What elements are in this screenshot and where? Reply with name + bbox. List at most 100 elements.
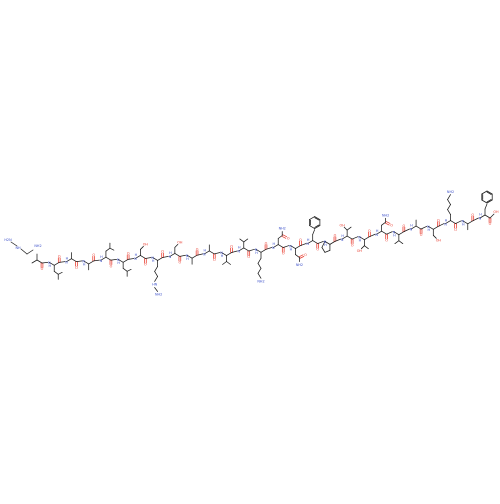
amide-nitrogen-label: N [427, 225, 430, 229]
backbone-bond [203, 250, 210, 255]
backbone-bond [226, 252, 232, 256]
peptide-bond [455, 220, 462, 224]
backbone-bond [122, 258, 129, 263]
peptide-bond [386, 231, 393, 235]
backbone-bond [381, 230, 387, 235]
side-chain-bond [364, 245, 369, 250]
backbone-bond [174, 253, 181, 257]
amide-nitrogen-label: N [375, 233, 378, 237]
side-chain-bond [257, 262, 262, 269]
amide-nitrogen-label: N [289, 244, 292, 248]
side-chain-bond [222, 261, 227, 265]
amide-bond [298, 254, 304, 258]
backbone-bond [157, 257, 163, 261]
amide-hydrogen-label: H [221, 254, 224, 258]
backbone-bond [105, 256, 112, 261]
amide-hydrogen-label: H [100, 255, 103, 259]
bond-layer [10, 190, 495, 292]
peptide-bond [282, 245, 290, 248]
backbone-bond [432, 225, 439, 230]
side-chain-bond [154, 271, 158, 277]
guanidine-amine-label: NH2 [155, 293, 162, 297]
backbone-bond [277, 244, 284, 248]
carbonyl-oxygen-label: O [196, 247, 199, 251]
phenyl-ring-bond [481, 190, 488, 195]
backbone-bond [169, 253, 176, 257]
amide-hydrogen-label: H [186, 257, 189, 261]
phenyl-ring-bond [486, 199, 493, 204]
peptide-bond [127, 258, 135, 260]
carbonyl-oxygen-label: O [213, 258, 216, 262]
amide-nitrogen-label: N [65, 260, 68, 264]
amide-nitrogen-label: N [48, 261, 51, 265]
backbone-bond [290, 245, 296, 249]
phenyl-ring-bond [486, 199, 492, 203]
backbone-bond [36, 259, 43, 264]
phenyl-ring-bond [486, 191, 492, 195]
amide-bond [282, 234, 288, 238]
amide-nitrogen-label: N [479, 217, 482, 221]
backbone-bond [484, 214, 491, 219]
side-chain-bond [394, 240, 400, 245]
peptide-bond [110, 258, 118, 261]
carbonyl-oxygen-label: O [110, 264, 113, 268]
side-chain-bond [447, 204, 451, 210]
amide-hydrogen-label: H [204, 249, 207, 253]
backbone-bond [117, 258, 124, 263]
backbone-bond [393, 231, 400, 236]
side-chain-bond [361, 245, 365, 250]
backbone-bond [135, 255, 141, 259]
carbonyl-oxygen-label: O [92, 253, 95, 257]
amide-nitrogen-label: NH2 [279, 227, 286, 231]
carbonyl-oxygen-label: O [161, 250, 164, 254]
peptide-bond [334, 238, 342, 242]
phenyl-ring-bond [309, 216, 316, 220]
carbonyl-oxygen-label: O [403, 224, 406, 228]
backbone-bond [260, 248, 267, 253]
guanidine-amine-label: H2N [4, 238, 12, 242]
c-terminal-bond [489, 213, 495, 219]
carbonyl-oxygen-label: O [351, 243, 354, 247]
guanidine-imine-label: NH [15, 246, 21, 250]
amide-bond [385, 221, 391, 224]
amide-hydrogen-label: H [272, 242, 275, 246]
backbone-bond [467, 220, 474, 225]
amide-oxygen-label: O [304, 253, 307, 257]
c-terminal-hydroxyl-label: OH [493, 210, 499, 214]
amide-nitrogen-label: N [272, 246, 275, 250]
proline-ring-bond [324, 249, 331, 253]
amide-hydrogen-label: H [135, 253, 138, 257]
amide-hydrogen-label: H [290, 247, 293, 251]
amide-nitrogen-label: N [341, 238, 344, 242]
backbone-bond [445, 220, 451, 224]
amide-nitrogen-label: N [169, 255, 172, 259]
backbone-bond [100, 256, 107, 261]
peptide-bond [179, 254, 186, 257]
side-chain-bond [243, 238, 249, 243]
carbonyl-oxygen-label: O [385, 238, 388, 242]
peptide-bond [76, 260, 83, 263]
backbone-bond [31, 259, 38, 264]
carbonyl-oxygen-label: O [144, 263, 147, 267]
side-chain-bond [343, 226, 348, 231]
backbone-bond [312, 240, 319, 244]
backbone-bond [329, 240, 336, 245]
carbonyl-oxygen-label: O [420, 233, 423, 237]
backbone-bond [48, 261, 55, 266]
backbone-bond [415, 225, 422, 230]
amide-hydrogen-label: H [393, 233, 396, 237]
backbone-bond [255, 248, 262, 253]
amide-bond [281, 235, 287, 239]
hydroxyl-label: OH [357, 249, 363, 253]
amide-nitrogen-label: N [324, 240, 327, 244]
side-chain-bond [122, 267, 128, 272]
amide-hydrogen-label: H [83, 263, 86, 267]
backbone-bond [450, 220, 456, 224]
side-chain-bond [226, 261, 231, 265]
peptide-bond [93, 259, 100, 262]
peptide-bond [472, 217, 479, 222]
backbone-bond [186, 254, 193, 259]
carbonyl-oxygen-label: O [316, 248, 319, 252]
